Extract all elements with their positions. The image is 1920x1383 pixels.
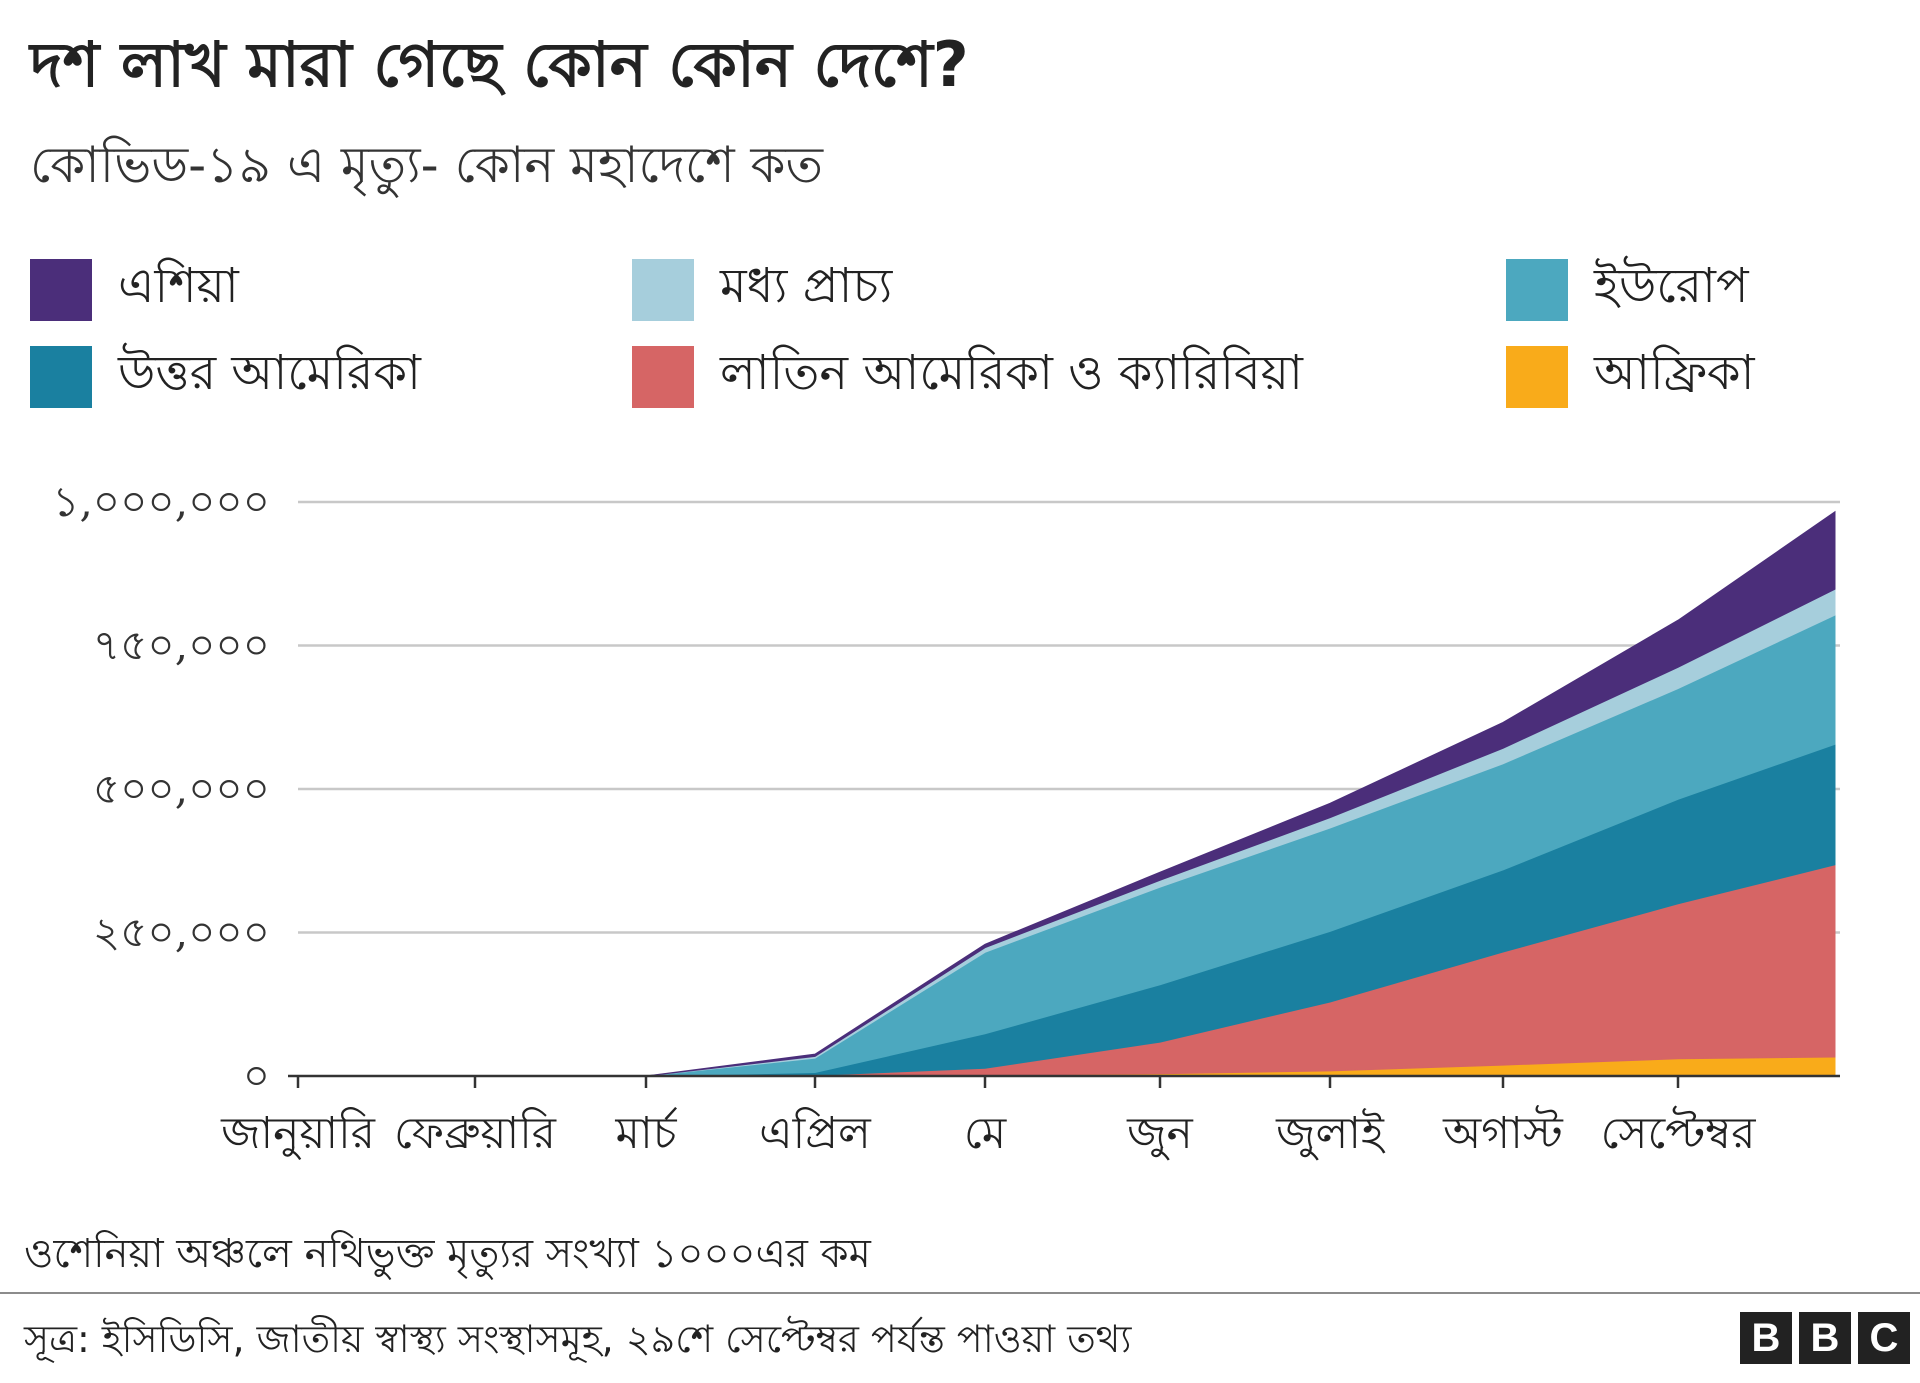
- area-এশিয়া: [298, 510, 1836, 1077]
- legend-item-europe: ইউরোপ: [1506, 250, 1749, 329]
- legend-label-europe: ইউরোপ: [1594, 258, 1749, 314]
- x-tick-label: মার্চ: [615, 1107, 678, 1159]
- legend-label-north-america: উত্তর আমেরিকা: [118, 345, 421, 401]
- footnote: ওশেনিয়া অঞ্চলে নথিভুক্ত মৃত্যুর সংখ্যা …: [24, 1231, 871, 1277]
- x-tick-label: জুলাই: [1275, 1108, 1386, 1160]
- y-tick-label: ১,০০০,০০০: [52, 477, 270, 526]
- x-tick-label: জুন: [1126, 1108, 1193, 1160]
- bbc-logo: B B C: [1740, 1312, 1910, 1364]
- legend-swatch-latin-america: [632, 345, 694, 408]
- bbc-logo-block: B: [1799, 1312, 1851, 1364]
- x-tick-label: সেপ্টেম্বর: [1601, 1106, 1757, 1159]
- legend-swatch-africa: [1506, 345, 1568, 408]
- legend-item-asia: এশিয়া: [30, 250, 239, 329]
- legend-item-north-america: উত্তর আমেরিকা: [30, 337, 421, 416]
- footer-divider: [0, 1292, 1920, 1294]
- legend: এশিয়া মধ্য প্রাচ্য ইউরোপ উত্তর আমেরিকা …: [30, 250, 1890, 420]
- x-tick-label: এপ্রিল: [759, 1107, 872, 1159]
- legend-label-latin-america: লাতিন আমেরিকা ও ক্যারিবিয়া: [720, 345, 1303, 401]
- x-tick-label: ফেব্রুয়ারি: [394, 1107, 557, 1159]
- legend-item-middle-east: মধ্য প্রাচ্য: [632, 250, 892, 329]
- chart-title: দশ লাখ মারা গেছে কোন কোন দেশে?: [30, 28, 969, 101]
- chart-subtitle: কোভিড-১৯ এ মৃত্যু- কোন মহাদেশে কত: [30, 136, 824, 194]
- grid-lines: ০ ২৫০,০০০ ৫০০,০০০ ৭৫০,০০০ ১,০০০,০০০: [52, 477, 1840, 1100]
- legend-label-asia: এশিয়া: [118, 258, 239, 314]
- x-tick-label: অগাস্ট: [1442, 1105, 1564, 1159]
- y-tick-label: ৭৫০,০০০: [93, 621, 270, 670]
- legend-label-middle-east: মধ্য প্রাচ্য: [720, 258, 893, 314]
- stacked-area-chart: ০ ২৫০,০০০ ৫০০,০০০ ৭৫০,০০০ ১,০০০,০০০ জানুয়ার…: [52, 477, 1840, 1160]
- source-text: সূত্র: ইসিডিসি, জাতীয় স্বাস্থ্য সংস্থাস…: [24, 1317, 1132, 1361]
- legend-swatch-europe: [1506, 258, 1568, 321]
- legend-label-africa: আফ্রিকা: [1594, 345, 1755, 401]
- legend-swatch-north-america: [30, 345, 92, 408]
- area-series: [298, 510, 1836, 1077]
- x-tick-label: মে: [964, 1108, 1007, 1159]
- x-tick-label: জানুয়ারি: [220, 1107, 376, 1159]
- y-tick-label: ২৫০,০০০: [93, 908, 270, 957]
- legend-item-africa: আফ্রিকা: [1506, 337, 1755, 416]
- bbc-logo-block: B: [1740, 1312, 1792, 1364]
- legend-item-latin-america: লাতিন আমেরিকা ও ক্যারিবিয়া: [632, 337, 1303, 416]
- y-tick-label: ০: [243, 1051, 270, 1100]
- axes: জানুয়ারি ফেব্রুয়ারি মার্চ এপ্রিল মে জুন জুলা…: [220, 1074, 1840, 1160]
- legend-swatch-middle-east: [632, 258, 694, 321]
- y-tick-label: ৫০০,০০০: [93, 764, 270, 813]
- bbc-logo-block: C: [1858, 1312, 1910, 1364]
- legend-swatch-asia: [30, 258, 92, 321]
